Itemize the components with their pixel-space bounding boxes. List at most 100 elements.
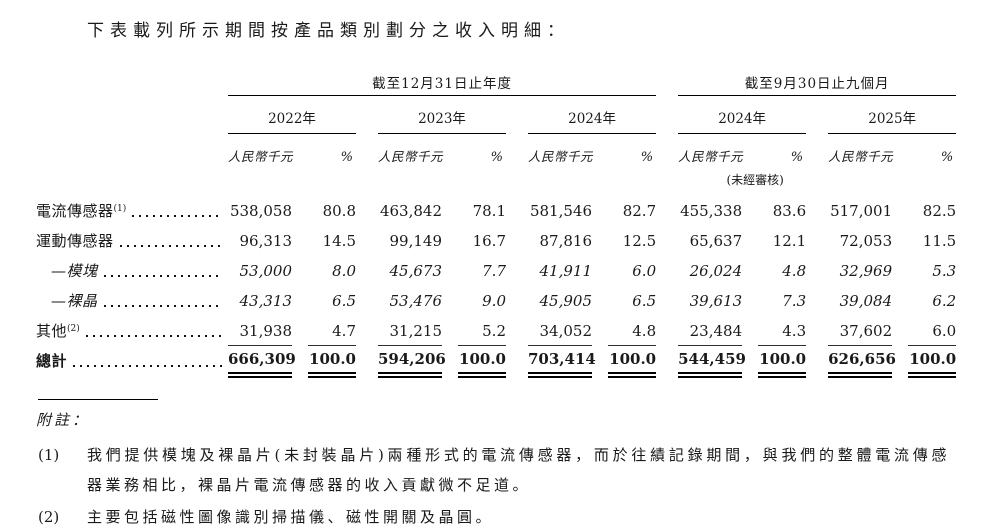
dot-leader <box>103 275 222 277</box>
year-header-2024-9m: 2024年 <box>678 95 807 134</box>
percent-cell: 4.8 <box>782 262 807 280</box>
percent-cell: 12.5 <box>622 232 657 250</box>
period-group-header-row: 截至12月31日止年度 截至9月30日止九個月 <box>36 68 957 96</box>
column-gap <box>292 195 308 225</box>
amount-cell: 666,309 <box>228 345 296 378</box>
column-gap <box>592 285 608 315</box>
footnote-ref: (1) <box>113 204 127 214</box>
column-gap <box>742 285 758 315</box>
percent-cell: 100.0 <box>458 345 506 378</box>
percent-header: % <box>640 150 654 165</box>
column-gap <box>742 255 758 285</box>
column-gap <box>806 315 828 345</box>
year-header-2023: 2023年 <box>378 95 506 134</box>
column-gap <box>292 225 308 255</box>
column-gap <box>742 315 758 345</box>
year-header-2024: 2024年 <box>528 95 657 134</box>
amount-cell: 45,905 <box>539 292 593 310</box>
percent-cell: 4.3 <box>758 315 807 346</box>
amount-cell: 43,313 <box>239 292 293 310</box>
footnote-text: 主要包括磁性圖像識別掃描儀、磁性開關及晶圓。 <box>87 508 495 526</box>
revenue-row: —裸晶 43,313 6.5 53,476 9.0 45,905 6.5 39,613 7.3 3… <box>36 285 956 315</box>
footnote-ref: (2) <box>67 324 80 334</box>
percent-cell: 11.5 <box>922 232 957 250</box>
column-gap <box>806 255 828 285</box>
percent-cell: 4.8 <box>608 315 657 346</box>
amount-cell: 31,938 <box>228 315 292 346</box>
notes-separator-rule <box>38 399 158 400</box>
revenue-row: 其他 (2) 31,938 4.7 31,215 5.2 34,052 4.8 23,484 4.… <box>36 315 957 346</box>
percent-header: % <box>790 150 804 165</box>
column-gap <box>356 255 378 285</box>
revenue-row: 電流傳感器 (1) 538,058 80.8 463,842 78.1 581,546 82.… <box>36 195 956 225</box>
percent-cell: 4.7 <box>308 315 356 346</box>
dot-leader <box>103 305 222 307</box>
amount-cell: 626,656 <box>828 345 896 378</box>
percent-cell: 5.3 <box>932 262 957 280</box>
year-header-2025-9m: 2025年 <box>828 95 957 134</box>
row-label: 運動傳感器 <box>36 225 228 255</box>
column-gap <box>592 255 608 285</box>
group-header-year-ended: 截至12月31日止年度 <box>228 68 657 96</box>
unit-header: 人民幣千元 <box>228 149 294 164</box>
column-gap <box>806 345 828 375</box>
column-gap <box>892 225 908 255</box>
revenue-row: —模塊 53,000 8.0 45,673 7.7 41,911 6.0 26,024 4.8 3… <box>36 255 956 285</box>
column-gap <box>806 225 828 255</box>
amount-cell: 39,084 <box>839 292 893 310</box>
column-gap <box>506 285 528 315</box>
percent-header: % <box>490 150 503 165</box>
percent-cell: 82.5 <box>922 202 957 220</box>
dot-leader <box>119 245 222 247</box>
amount-cell: 37,602 <box>828 315 893 346</box>
year-header-2022: 2022年 <box>228 95 356 134</box>
column-gap <box>356 95 378 133</box>
amount-cell: 517,001 <box>830 202 893 220</box>
group-header-nine-months: 截至9月30日止九個月 <box>678 68 957 96</box>
unit-header-row: 人民幣千元 % 人民幣千元 % 人民幣千元 % 人民幣千元 % 人民幣千元 % <box>36 133 956 170</box>
column-gap <box>506 315 528 345</box>
amount-cell: 31,215 <box>378 315 442 346</box>
column-gap <box>592 195 608 225</box>
amount-cell: 544,459 <box>678 345 746 378</box>
notes-heading: 附註： <box>36 411 91 429</box>
footnote-text: 我們提供模塊及裸晶片(未封裝晶片)兩種形式的電流傳感器，而於往績記錄期間，與我們… <box>87 446 950 494</box>
column-gap <box>806 95 828 133</box>
percent-cell: 82.7 <box>622 202 657 220</box>
amount-cell: 65,637 <box>689 232 743 250</box>
column-gap <box>442 285 458 315</box>
revenue-row: 運動傳感器 96,313 14.5 99,149 16.7 87,816 12.5 65,63… <box>36 225 956 255</box>
percent-cell: 12.1 <box>772 232 807 250</box>
dot-leader <box>132 215 222 217</box>
column-gap <box>506 95 528 133</box>
column-gap <box>356 225 378 255</box>
amount-cell: 34,052 <box>528 315 592 346</box>
unaudited-note-row: (未經審核) <box>36 170 956 195</box>
column-gap <box>806 195 828 225</box>
percent-cell: 6.5 <box>332 292 356 310</box>
column-gap <box>442 225 458 255</box>
percent-cell: 6.0 <box>632 262 657 280</box>
column-gap <box>292 285 308 315</box>
column-gap <box>356 285 378 315</box>
column-gap <box>292 315 308 345</box>
column-gap <box>656 95 678 133</box>
amount-cell: 41,911 <box>539 262 593 280</box>
row-label: —模塊 <box>36 255 228 285</box>
amount-cell: 87,816 <box>539 232 593 250</box>
column-gap <box>892 255 908 285</box>
column-gap <box>656 285 678 315</box>
percent-cell: 5.2 <box>458 315 506 346</box>
percent-header: % <box>340 150 353 165</box>
amount-cell: 703,414 <box>528 345 596 378</box>
total-row: 總計 666,309 100.0 594,206 100.0 703,414 100.0 54… <box>36 345 957 378</box>
amount-cell: 53,476 <box>389 292 443 310</box>
percent-cell: 14.5 <box>322 232 356 250</box>
column-gap <box>356 195 378 225</box>
amount-cell: 96,313 <box>239 232 293 250</box>
column-gap <box>506 255 528 285</box>
amount-cell: 32,969 <box>839 262 893 280</box>
column-gap <box>656 255 678 285</box>
column-gap <box>656 195 678 225</box>
